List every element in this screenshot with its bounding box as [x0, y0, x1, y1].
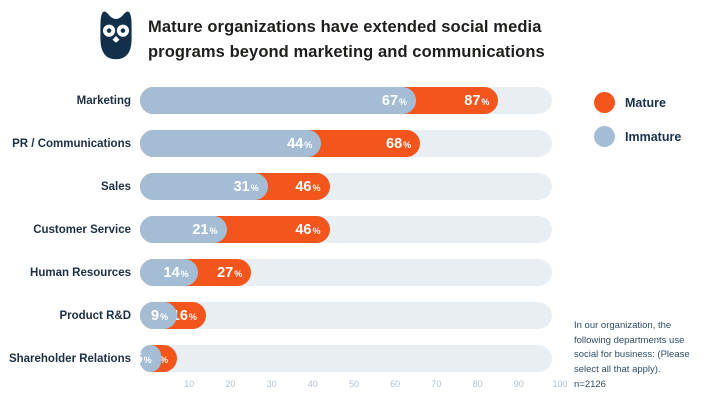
- chart-row: Product R&D 16% 9%: [0, 302, 560, 329]
- mature-percent-label: 27%: [217, 264, 242, 282]
- mature-percent-label: 87%: [464, 92, 489, 110]
- x-axis: 10 20 30 40 50 60 70 80 90 100: [148, 379, 567, 391]
- immature-percent-label: 5%: [135, 350, 152, 368]
- mature-percent-label: 46%: [295, 221, 320, 239]
- category-label: Customer Service: [33, 223, 131, 236]
- title-line-2: programs beyond marketing and communicat…: [148, 42, 545, 61]
- chart-row: Customer Service 46% 21%: [0, 216, 560, 243]
- survey-note-text: In our organization, the following depar…: [574, 320, 690, 376]
- percent-value: 14: [163, 264, 180, 281]
- x-tick-label: 70: [431, 379, 442, 389]
- immature-bar: 31%: [140, 173, 268, 200]
- chart-row: Shareholder Relations 9%5%: [0, 345, 560, 372]
- percent-sign: %: [481, 96, 490, 107]
- title-line-1: Mature organizations have extended socia…: [148, 18, 542, 36]
- chart-row: PR / Communications 68% 44%: [0, 130, 560, 157]
- bar-track: 9%5%: [135, 345, 552, 372]
- percent-sign: %: [399, 96, 408, 107]
- x-tick-label: 10: [184, 379, 195, 389]
- immature-bar: 67%: [140, 87, 417, 114]
- immature-percent-label: 67%: [382, 92, 407, 110]
- percent-sign: %: [234, 268, 243, 279]
- percent-value: 21: [192, 221, 209, 238]
- percent-value: 68: [386, 135, 403, 152]
- category-label: Human Resources: [30, 266, 131, 279]
- legend-swatch-immature: [594, 126, 615, 147]
- percent-sign: %: [209, 225, 218, 236]
- percent-value: 67: [381, 92, 399, 109]
- category-label: PR / Communications: [12, 137, 131, 150]
- percent-sign: %: [188, 311, 197, 322]
- survey-sample-size: n=2126: [574, 378, 606, 390]
- bar-track: 68% 44%: [140, 130, 552, 157]
- bar-track: 27% 14%: [140, 259, 552, 286]
- legend-item-mature: Mature: [594, 92, 681, 113]
- legend-label: Mature: [625, 95, 666, 110]
- bar-track: 87% 67%: [140, 87, 552, 114]
- category-label: Marketing: [76, 94, 131, 107]
- hootsuite-owl-logo: [100, 11, 132, 60]
- legend: Mature Immature: [594, 92, 681, 160]
- chart-row: Marketing 87% 67%: [0, 87, 560, 114]
- percent-value: 46: [295, 178, 312, 195]
- percent-value: 9: [150, 307, 160, 324]
- percent-value: 31: [233, 178, 250, 195]
- immature-percent-label: 31%: [234, 178, 259, 196]
- x-tick-label: 100: [552, 379, 568, 389]
- percent-value: 87: [464, 92, 481, 109]
- immature-percent-label: 21%: [192, 221, 217, 239]
- immature-bar: 5%: [135, 345, 161, 372]
- legend-swatch-mature: [594, 92, 615, 113]
- page-title: Mature organizations have extended socia…: [148, 15, 545, 65]
- x-tick-label: 80: [472, 379, 483, 389]
- survey-note: In our organization, the following depar…: [574, 319, 702, 393]
- x-tick-label: 40: [307, 379, 318, 389]
- legend-item-immature: Immature: [594, 126, 681, 147]
- percent-value: 44: [287, 135, 304, 152]
- percent-value: 27: [217, 264, 234, 281]
- x-tick-label: 30: [266, 379, 277, 389]
- immature-bar: 9%: [140, 302, 178, 329]
- chart-row: Sales 46% 31%: [0, 173, 560, 200]
- x-tick-label: 50: [348, 379, 360, 389]
- immature-bar: 21%: [140, 216, 227, 243]
- percent-sign: %: [180, 268, 189, 279]
- immature-percent-label: 9%: [151, 307, 168, 325]
- bar-track: 46% 31%: [140, 173, 552, 200]
- category-label: Product R&D: [59, 309, 131, 322]
- bar-track: 16% 9%: [140, 302, 552, 329]
- percent-sign: %: [312, 182, 321, 193]
- immature-percent-label: 44%: [287, 135, 312, 153]
- chart-rows: Marketing 87% 67% PR / Communications 68% 44%…: [0, 87, 560, 388]
- legend-label: Immature: [625, 129, 682, 144]
- mature-percent-label: 68%: [386, 135, 411, 153]
- category-label: Sales: [100, 180, 131, 193]
- immature-bar: 44%: [140, 130, 322, 157]
- x-tick-label: 90: [513, 379, 524, 389]
- x-tick-label: 60: [390, 379, 401, 389]
- chart-row: Human Resources 27% 14%: [0, 259, 560, 286]
- bar-track: 46% 21%: [140, 216, 552, 243]
- percent-value: 46: [295, 221, 312, 238]
- category-label: Shareholder Relations: [8, 352, 131, 365]
- percent-sign: %: [160, 354, 169, 365]
- x-tick-label: 20: [225, 379, 236, 389]
- percent-sign: %: [304, 139, 313, 150]
- immature-bar: 14%: [140, 259, 198, 286]
- percent-sign: %: [250, 182, 259, 193]
- percent-sign: %: [312, 225, 321, 236]
- immature-percent-label: 14%: [164, 264, 189, 282]
- percent-value: 5: [134, 350, 143, 367]
- percent-sign: %: [143, 354, 152, 365]
- mature-percent-label: 46%: [295, 178, 320, 196]
- percent-sign: %: [160, 311, 169, 322]
- percent-sign: %: [403, 139, 412, 150]
